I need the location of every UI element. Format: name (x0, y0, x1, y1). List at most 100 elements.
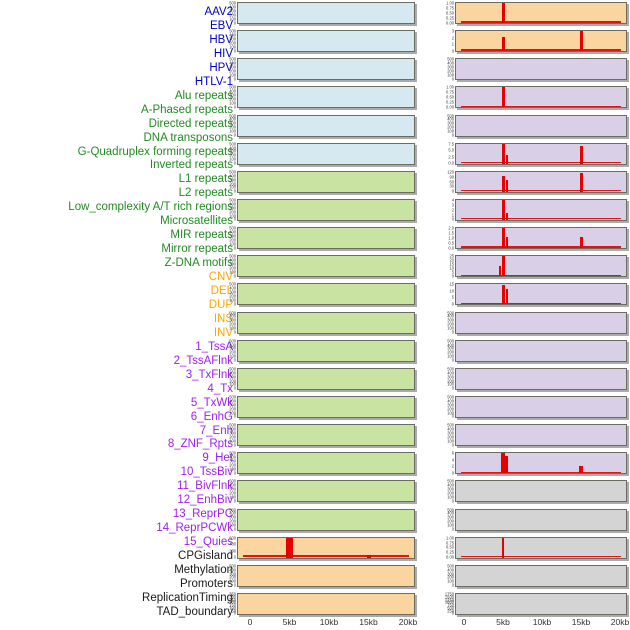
y-tick-label: 300 (447, 66, 454, 71)
y-tick-label: 100 (229, 606, 236, 611)
y-tick-label: 300 (447, 572, 454, 577)
y-tick-label: 500 (229, 395, 236, 400)
y-tick-label: 400 (229, 456, 236, 461)
peak-5kb (501, 285, 505, 305)
y-tick-label: 750 (447, 604, 454, 609)
peak-5kb (501, 87, 505, 108)
y-tick-label: 0 (451, 274, 454, 279)
track-label-mirror-repeats: Mirror repeats (161, 243, 233, 256)
y-tick-label: 0.25 (446, 551, 454, 556)
panel-hpv: 500 400 300 200 100 0 (229, 115, 415, 138)
peak-5kb (501, 256, 505, 277)
track-label-directed-repeats: Directed repeats (148, 117, 233, 130)
panel-microsatellites: 500 400 300 200 100 0 (229, 424, 415, 448)
y-tick-label: 500 (447, 339, 454, 344)
y-tick-label: 100 (229, 214, 236, 219)
panel-hiv: 500 400 300 200 100 0 (229, 86, 415, 110)
y-tick-label: 0 (233, 584, 236, 589)
signal-baseline (243, 555, 409, 558)
y-tick-label: 300 (229, 94, 236, 99)
y-tick-label: 0 (233, 134, 236, 139)
y-tick-label: 500 (447, 424, 454, 429)
y-tick-label: 3 (451, 30, 454, 35)
y-tick-label: 15 (449, 263, 454, 268)
y-tick-label: 500 (229, 1, 236, 7)
y-tick-label: 400 (229, 174, 236, 179)
panel-alu-repeats: 500 400 300 200 100 0 (229, 171, 415, 194)
y-tick-label: 500 (447, 480, 454, 485)
y-tick-label: 300 (447, 122, 454, 127)
panel-htlv-1: 500 400 300 200 100 0 (229, 143, 415, 166)
y-tick-label: 100 (447, 580, 454, 585)
y-tick-label: 200 (447, 435, 454, 440)
y-tick-label: 100 (229, 73, 236, 78)
y-tick-label: 500 (229, 114, 236, 119)
panel-10-tssbiv: 500 400 300 200 100 0 (447, 311, 627, 335)
y-tick-label: 0 (233, 330, 236, 336)
y-tick-label: 100 (229, 383, 236, 388)
track-label-dna-transposons: DNA transposons (143, 131, 234, 144)
track-label-ins: INS (213, 312, 233, 325)
peak-5.45kb (505, 455, 508, 474)
signal-baseline (461, 162, 621, 164)
y-tick-label: 100 (229, 580, 236, 585)
y-tick-label: 300 (447, 347, 454, 352)
track-label-12-enhbiv: 12_EnhBiv (177, 494, 233, 507)
track-label-8-znf-rpts: 8_ZNF_Rpts (167, 438, 233, 451)
y-tick-label: 5 (451, 270, 454, 275)
peak-15kb (579, 466, 583, 474)
peak-15kb (579, 31, 583, 52)
y-tick-label: 500 (447, 114, 454, 119)
track-label-10-tssbiv: 10_TssBiv (180, 466, 233, 479)
x-tick-label-right-5: 5kb (496, 617, 510, 627)
y-tick-label: 400 (447, 118, 454, 123)
y-tick-label: 60 (449, 180, 454, 185)
y-tick-label: 0 (233, 387, 236, 392)
track-label-methylation: Methylation (174, 564, 233, 576)
y-tick-label: 2 (451, 465, 454, 470)
y-tick-label: 4 (451, 198, 454, 204)
y-tick-label: 200 (229, 98, 236, 103)
y-tick-label: 400 (229, 343, 236, 348)
panel-low-complexity-a-t-rich-regions: 500 400 300 200 100 0 (229, 396, 415, 419)
panel-inverted-repeats: 500 400 300 200 100 0 (229, 311, 415, 335)
y-tick-label: 1.0 (448, 236, 454, 241)
panel-3-txflnk: 500 400 300 200 100 0 (447, 115, 627, 138)
track-label-3-txflnk: 3_TxFlnk (185, 368, 233, 381)
y-tick-label: 1 (451, 213, 454, 218)
y-tick-label: 0 (233, 105, 236, 110)
track-label-inv: INV (213, 326, 233, 339)
y-tick-label: 1250 (444, 598, 454, 603)
panel-cnv: 600 400 200 0 (229, 537, 415, 560)
peak-5kb (286, 537, 293, 558)
track-label-a-phased-repeats: A-Phased repeats (140, 103, 233, 116)
y-tick-label: 500 (229, 142, 236, 147)
panel-7-enh: 2.0 1.5 1.0 0.5 0.0 (448, 227, 627, 251)
y-tick-label: 300 (229, 206, 236, 211)
y-tick-label: 300 (229, 234, 236, 239)
y-tick-label: 0 (233, 359, 236, 364)
y-tick-label: 0 (233, 21, 236, 26)
y-tick-label: 100 (229, 158, 236, 163)
y-tick-label: 100 (447, 495, 454, 501)
y-tick-label: 200 (229, 549, 236, 554)
track-label-2-tssaflnk: 2_TssAFlnk (173, 354, 233, 367)
y-tick-label: 500 (229, 311, 236, 316)
signal-baseline (461, 105, 621, 107)
y-tick-label: 400 (447, 512, 454, 517)
y-tick-label: 200 (229, 154, 236, 159)
peak-5kb (501, 3, 505, 23)
y-tick-label: 0 (233, 77, 236, 82)
y-tick-label: 20 (449, 259, 454, 264)
track-label-g-quadruplex-forming-repeats: G-Quadruplex forming repeats (77, 145, 233, 158)
panel-dup: 350 300 250 200 150 100 50 0 (229, 593, 415, 616)
panel-mir-repeats: 500 400 300 200 100 0 (229, 452, 415, 476)
y-tick-label: 0 (233, 415, 236, 420)
y-tick-label: 200 (229, 323, 236, 328)
y-tick-label: 200 (229, 601, 236, 606)
y-tick-label: 0 (233, 527, 236, 533)
peak-5.5kb (505, 154, 508, 164)
y-tick-label: 500 (229, 255, 236, 260)
peak-5kb (501, 228, 505, 249)
